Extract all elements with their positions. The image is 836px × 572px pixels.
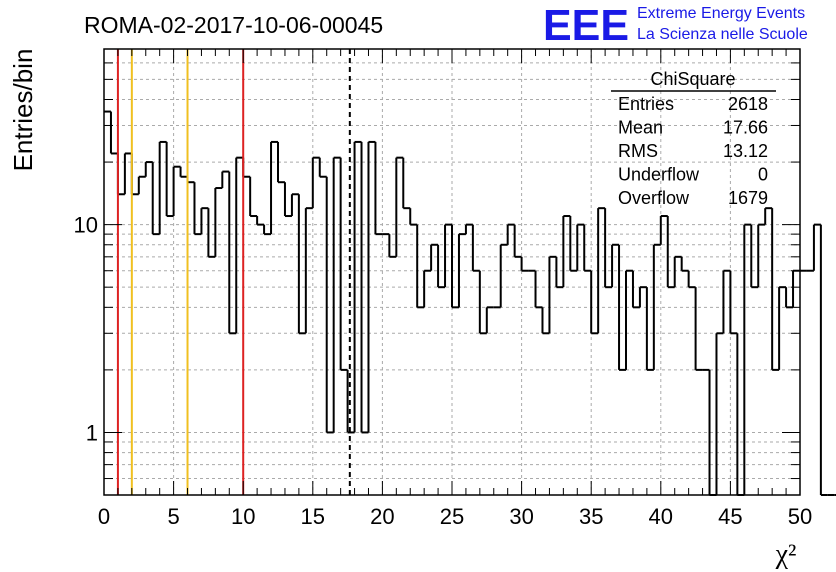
stat-label: Overflow	[618, 188, 690, 208]
stat-label: Entries	[618, 94, 674, 114]
stats-rows: Entries 2618 Mean 17.66 RMS 13.12 Underflow 0 Ov…	[618, 94, 768, 208]
y-axis-label: Entries/bin	[8, 49, 38, 172]
stats-box: ChiSquare Entries 2618 Mean 17.66 RMS 13.12 Un…	[611, 69, 776, 208]
x-tick-label: 40	[649, 504, 673, 529]
eee-logo-mark: EEE	[543, 1, 629, 50]
x-tick-label: 15	[301, 504, 325, 529]
y-tick-label: 10	[74, 213, 98, 238]
stat-label: Underflow	[618, 165, 700, 185]
axis-ticks: 0 5 10 15 20 25 30 35 40 45 50 1 10	[74, 48, 812, 529]
chart-title: ROMA-02-2017-10-06-00045	[84, 12, 383, 38]
logo-line-1: Extreme Energy Events	[637, 5, 805, 22]
x-tick-label: 20	[370, 504, 394, 529]
x-tick-label: 0	[98, 504, 110, 529]
y-tick-label: 1	[86, 420, 98, 445]
x-tick-label: 25	[440, 504, 464, 529]
x-tick-label: 35	[579, 504, 603, 529]
eee-logo: EEE Extreme Energy Events La Scienza nel…	[543, 1, 808, 50]
stat-value: 13.12	[723, 141, 768, 161]
stat-label: Mean	[618, 118, 663, 138]
x-axis-label: χ²	[775, 539, 797, 570]
stat-value: 17.66	[723, 118, 768, 138]
reference-lines	[116, 49, 351, 495]
stat-value: 0	[758, 165, 768, 185]
logo-line-2: La Scienza nelle Scuole	[637, 26, 808, 43]
x-tick-label: 30	[509, 504, 533, 529]
x-tick-label: 5	[167, 504, 179, 529]
x-tick-label: 10	[231, 504, 255, 529]
x-tick-label: 45	[718, 504, 742, 529]
stat-value: 2618	[728, 94, 768, 114]
stats-title: ChiSquare	[650, 69, 735, 89]
x-tick-label: 50	[788, 504, 812, 529]
stat-value: 1679	[728, 188, 768, 208]
histogram-bars	[104, 110, 836, 496]
stat-label: RMS	[618, 141, 658, 161]
